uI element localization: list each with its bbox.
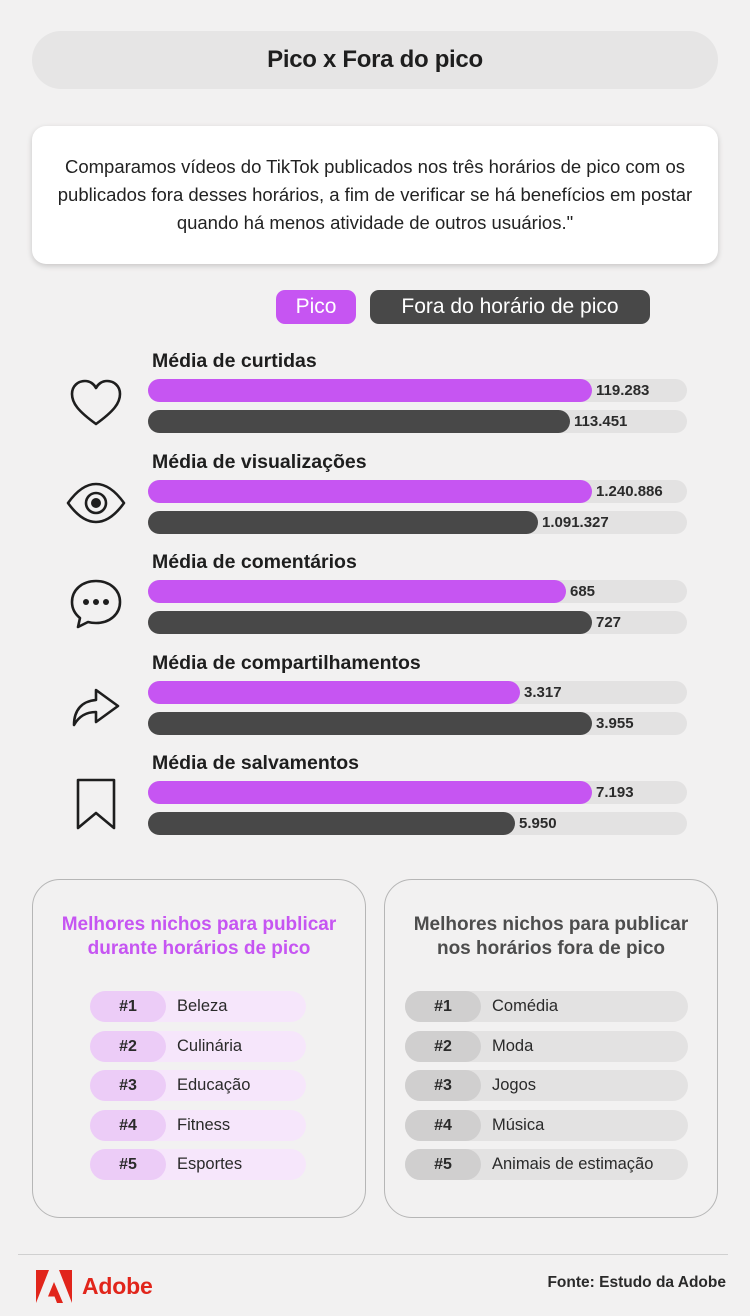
niche-label: Animais de estimação — [492, 1155, 654, 1173]
adobe-logo: Adobe — [36, 1268, 153, 1304]
value-label-fora: 113.451 — [574, 413, 628, 430]
rank-badge: #1 — [405, 991, 481, 1022]
bar-pico — [148, 781, 592, 804]
adobe-logo-icon — [36, 1269, 72, 1303]
niche-label: Esportes — [177, 1155, 243, 1173]
metric-row: Média de comentários 685 727 — [0, 550, 750, 640]
bar-fora — [148, 712, 592, 735]
intro-card: Comparamos vídeos do TikTok publicados n… — [32, 126, 718, 264]
bookmark-icon — [64, 777, 128, 831]
bar-track: 1.091.327 — [148, 511, 687, 534]
rank-badge: #5 — [405, 1149, 481, 1180]
bar-track: 3.955 — [148, 712, 687, 735]
niche-row: #3 Jogos — [405, 1070, 688, 1101]
eye-icon — [64, 476, 128, 530]
metric-row: Média de visualizações 1.240.886 1.091.327 — [0, 450, 750, 540]
niches-fora-title: Melhores nichos para publicar nos horári… — [413, 914, 689, 959]
rank-badge: #3 — [405, 1070, 481, 1101]
metric-title: Média de comentários — [152, 551, 357, 573]
bar-track: 727 — [148, 611, 687, 634]
rank-badge: #5 — [90, 1149, 166, 1180]
share-arrow-icon — [64, 677, 128, 731]
value-label-pico: 7.193 — [596, 784, 634, 801]
value-label-fora: 1.091.327 — [542, 514, 609, 531]
bar-track: 1.240.886 — [148, 480, 687, 503]
heart-icon — [64, 375, 128, 429]
intro-text: Comparamos vídeos do TikTok publicados n… — [57, 156, 693, 233]
niche-row: #1 Comédia — [405, 991, 688, 1022]
rank-badge: #4 — [90, 1110, 166, 1141]
value-label-pico: 119.283 — [596, 382, 650, 399]
legend-pico: Pico — [276, 290, 356, 324]
niche-label: Comédia — [492, 997, 559, 1015]
niche-row: #5 Esportes — [90, 1149, 306, 1180]
bar-pico — [148, 480, 592, 503]
metric-title: Média de curtidas — [152, 350, 317, 372]
bar-pico — [148, 681, 520, 704]
bar-pico — [148, 379, 592, 402]
bar-fora — [148, 511, 538, 534]
bar-track: 119.283 — [148, 379, 687, 402]
bar-track: 113.451 — [148, 410, 687, 433]
bar-track: 7.193 — [148, 781, 687, 804]
bar-pico — [148, 580, 566, 603]
bar-track: 5.950 — [148, 812, 687, 835]
niche-label: Fitness — [177, 1116, 231, 1134]
footer-divider — [18, 1254, 728, 1255]
niche-label: Jogos — [492, 1076, 537, 1094]
niche-row: #2 Moda — [405, 1031, 688, 1062]
niches-fora-box: Melhores nichos para publicar nos horári… — [384, 879, 718, 1218]
niche-label: Beleza — [177, 997, 228, 1015]
page-title: Pico x Fora do pico — [32, 31, 718, 89]
adobe-logo-text: Adobe — [82, 1272, 153, 1299]
speech-bubble-icon — [64, 576, 128, 630]
niche-row: #1 Beleza — [90, 991, 306, 1022]
legend-fora: Fora do horário de pico — [370, 290, 650, 324]
bar-track: 685 — [148, 580, 687, 603]
niche-label: Culinária — [177, 1037, 243, 1055]
metric-title: Média de compartilhamentos — [152, 652, 421, 674]
niche-row: #5 Animais de estimação — [405, 1149, 688, 1180]
value-label-fora: 5.950 — [519, 815, 557, 832]
metric-row: Média de compartilhamentos 3.317 3.955 — [0, 651, 750, 741]
value-label-pico: 3.317 — [524, 684, 562, 701]
niche-label: Música — [492, 1116, 545, 1134]
niches-pico-box: Melhores nichos para publicar durante ho… — [32, 879, 366, 1218]
niche-row: #3 Educação — [90, 1070, 306, 1101]
rank-badge: #2 — [90, 1031, 166, 1062]
rank-badge: #4 — [405, 1110, 481, 1141]
metric-title: Média de salvamentos — [152, 752, 359, 774]
niche-row: #2 Culinária — [90, 1031, 306, 1062]
niche-row: #4 Música — [405, 1110, 688, 1141]
value-label-pico: 1.240.886 — [596, 483, 663, 500]
source-note: Fonte: Estudo da Adobe — [547, 1274, 726, 1291]
value-label-fora: 3.955 — [596, 715, 634, 732]
metric-title: Média de visualizações — [152, 451, 367, 473]
niche-label: Educação — [177, 1076, 251, 1094]
value-label-pico: 685 — [570, 583, 596, 600]
bar-track: 3.317 — [148, 681, 687, 704]
metric-row: Média de curtidas 119.283 113.451 — [0, 349, 750, 439]
value-label-fora: 727 — [596, 614, 622, 631]
rank-badge: #2 — [405, 1031, 481, 1062]
bar-fora — [148, 611, 592, 634]
niche-label: Moda — [492, 1037, 534, 1055]
rank-badge: #3 — [90, 1070, 166, 1101]
bar-fora — [148, 812, 515, 835]
niches-pico-title: Melhores nichos para publicar durante ho… — [61, 914, 337, 959]
niche-row: #4 Fitness — [90, 1110, 306, 1141]
metric-row: Média de salvamentos 7.193 5.950 — [0, 751, 750, 841]
rank-badge: #1 — [90, 991, 166, 1022]
bar-fora — [148, 410, 570, 433]
